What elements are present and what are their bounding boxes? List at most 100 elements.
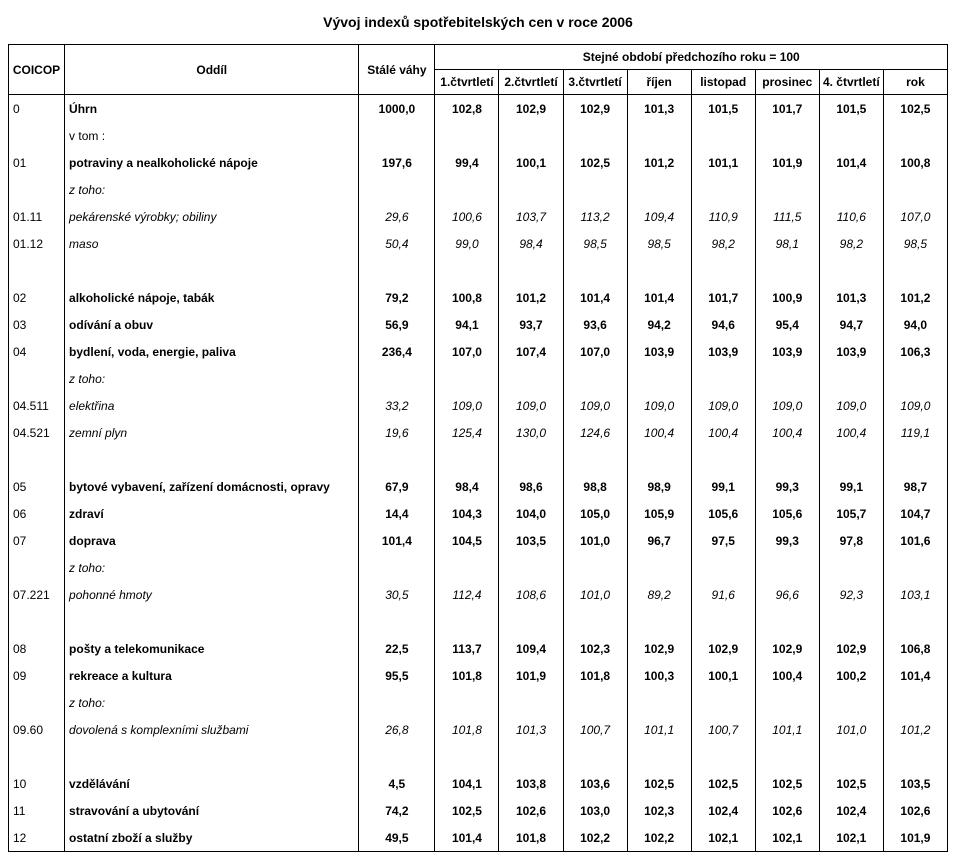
cell-coicop: 03 (9, 311, 65, 338)
cell-coicop (9, 689, 65, 716)
cell-value: 99,3 (755, 473, 819, 500)
cell-value (883, 446, 947, 473)
cell-value (883, 257, 947, 284)
cell-value: 101,8 (499, 824, 563, 852)
cell-coicop: 12 (9, 824, 65, 852)
table-row (9, 257, 948, 284)
cell-coicop (9, 365, 65, 392)
cell-value: 102,1 (819, 824, 883, 852)
cell-value: 100,4 (627, 419, 691, 446)
cell-value: 109,0 (499, 392, 563, 419)
cell-value: 98,5 (627, 230, 691, 257)
cell-value: 101,4 (435, 824, 499, 852)
cell-value: 130,0 (499, 419, 563, 446)
cell-value: 109,4 (627, 203, 691, 230)
cell-value: 102,5 (691, 770, 755, 797)
cell-value: 103,8 (499, 770, 563, 797)
cell-value (691, 176, 755, 203)
cell-coicop: 09.60 (9, 716, 65, 743)
cell-value: 100,1 (691, 662, 755, 689)
cell-value: 94,7 (819, 311, 883, 338)
cell-value: 98,5 (883, 230, 947, 257)
cell-value: 107,0 (563, 338, 627, 365)
cell-coicop: 0 (9, 95, 65, 123)
cell-value (691, 743, 755, 770)
table-row (9, 743, 948, 770)
table-row (9, 608, 948, 635)
cell-value (627, 122, 691, 149)
cell-value: 102,5 (755, 770, 819, 797)
cell-value: 103,9 (755, 338, 819, 365)
cell-value: 100,8 (883, 149, 947, 176)
table-row: 11stravování a ubytování74,2102,5102,610… (9, 797, 948, 824)
price-index-table: COICOP Oddíl Stálé váhy Stejné období př… (8, 44, 948, 852)
cell-value: 109,0 (627, 392, 691, 419)
cell-value: 105,6 (755, 500, 819, 527)
cell-value: 95,4 (755, 311, 819, 338)
cell-value: 102,9 (627, 635, 691, 662)
cell-value: 101,0 (563, 581, 627, 608)
cell-value: 103,7 (499, 203, 563, 230)
cell-vahy: 22,5 (359, 635, 435, 662)
cell-value: 103,5 (499, 527, 563, 554)
cell-vahy (359, 554, 435, 581)
cell-vahy (359, 122, 435, 149)
cell-value (755, 743, 819, 770)
col-oct: říjen (627, 70, 691, 95)
cell-vahy: 197,6 (359, 149, 435, 176)
cell-value: 119,1 (883, 419, 947, 446)
cell-value (883, 608, 947, 635)
cell-value: 100,4 (755, 419, 819, 446)
cell-value: 99,0 (435, 230, 499, 257)
col-dec: prosinec (755, 70, 819, 95)
cell-value: 107,0 (435, 338, 499, 365)
cell-value: 102,6 (755, 797, 819, 824)
cell-value (499, 122, 563, 149)
cell-value: 98,7 (883, 473, 947, 500)
table-row: 10vzdělávání4,5104,1103,8103,6102,5102,5… (9, 770, 948, 797)
cell-value: 101,2 (499, 284, 563, 311)
cell-value (819, 554, 883, 581)
cell-value: 101,9 (883, 824, 947, 852)
cell-value: 101,3 (627, 95, 691, 123)
table-row: v tom : (9, 122, 948, 149)
cell-value: 109,0 (883, 392, 947, 419)
cell-value (691, 554, 755, 581)
cell-oddil (65, 608, 359, 635)
cell-value: 101,7 (755, 95, 819, 123)
cell-value (819, 365, 883, 392)
cell-value (499, 176, 563, 203)
cell-value: 108,6 (499, 581, 563, 608)
cell-oddil: bydlení, voda, energie, paliva (65, 338, 359, 365)
cell-value: 104,0 (499, 500, 563, 527)
cell-value: 102,6 (883, 797, 947, 824)
cell-value: 101,3 (499, 716, 563, 743)
cell-value: 105,7 (819, 500, 883, 527)
cell-value: 94,2 (627, 311, 691, 338)
cell-vahy: 26,8 (359, 716, 435, 743)
cell-coicop: 02 (9, 284, 65, 311)
cell-value (819, 689, 883, 716)
cell-value: 125,4 (435, 419, 499, 446)
cell-coicop: 07.221 (9, 581, 65, 608)
cell-value: 98,6 (499, 473, 563, 500)
cell-value: 101,1 (691, 149, 755, 176)
cell-value: 100,1 (499, 149, 563, 176)
cell-value (627, 365, 691, 392)
cell-value (755, 257, 819, 284)
cell-value: 98,2 (691, 230, 755, 257)
cell-coicop: 04.511 (9, 392, 65, 419)
cell-value: 100,9 (755, 284, 819, 311)
cell-coicop: 08 (9, 635, 65, 662)
cell-coicop: 07 (9, 527, 65, 554)
page-title: Vývoj indexů spotřebitelských cen v roce… (8, 14, 948, 30)
table-row: z toho: (9, 554, 948, 581)
table-row: 07.221pohonné hmoty30,5112,4108,6101,089… (9, 581, 948, 608)
cell-value (627, 743, 691, 770)
table-row: 01.11pekárenské výrobky; obiliny29,6100,… (9, 203, 948, 230)
col-nov: listopad (691, 70, 755, 95)
cell-value: 100,4 (819, 419, 883, 446)
cell-value: 99,4 (435, 149, 499, 176)
cell-value (627, 689, 691, 716)
cell-value: 100,8 (435, 284, 499, 311)
